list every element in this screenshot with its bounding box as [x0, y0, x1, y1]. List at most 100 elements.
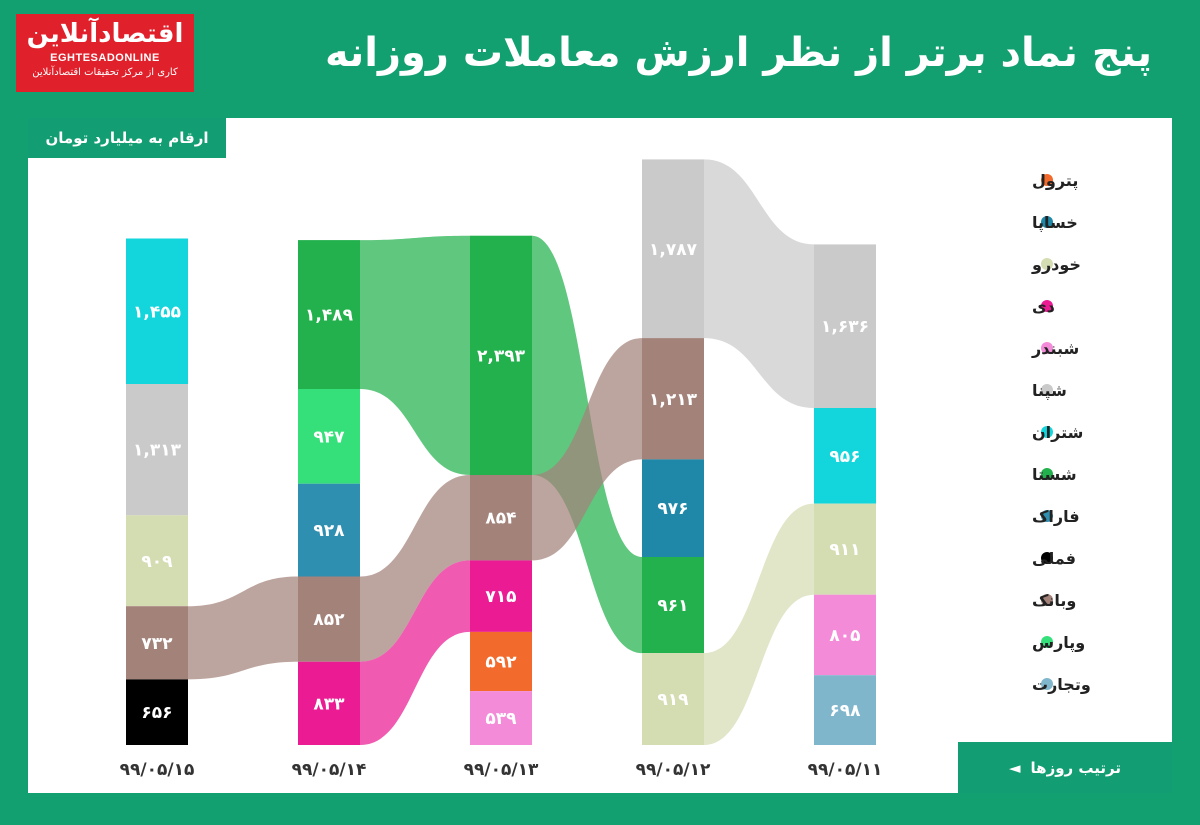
bar-segment-3-2: [642, 459, 704, 557]
legend-label-4: شبندر: [1031, 339, 1079, 358]
bar-segment-1-3: [298, 576, 360, 662]
data-label-2-0: ۲,۳۹۳: [477, 346, 526, 366]
bar-segment-4-2: [814, 503, 876, 595]
legend-label-12: وتجارت: [1032, 675, 1091, 694]
legend-swatch-2: [1041, 258, 1053, 270]
legend-label-9: فملی: [1032, 549, 1076, 568]
data-label-2-4: ۵۳۹: [485, 709, 517, 729]
data-label-1-3: ۸۵۲: [313, 610, 345, 630]
data-label-3-3: ۹۶۱: [657, 596, 688, 616]
legend-swatch-7: [1041, 468, 1053, 480]
data-label-2-3: ۵۹۲: [485, 653, 517, 673]
date-label-0: ۹۹/۰۵/۱۵: [120, 760, 195, 780]
data-label-3-4: ۹۱۹: [657, 690, 689, 710]
data-label-0-1: ۱,۳۱۳: [133, 441, 182, 461]
bar-segment-0-2: [126, 515, 188, 607]
data-label-3-0: ۱,۷۸۷: [649, 240, 698, 260]
bar-segment-3-3: [642, 557, 704, 654]
logo-tagline: کاری از مرکز تحقیقات اقتصادآنلاین: [32, 67, 178, 78]
legend-label-1: خساپا: [1032, 213, 1078, 233]
unit-note: ارقام به میلیارد تومان: [28, 118, 226, 158]
date-label-3: ۹۹/۰۵/۱۲: [636, 760, 711, 780]
legend-swatch-4: [1041, 342, 1053, 354]
bar-segment-0-4: [126, 679, 188, 745]
logo-latin: EGHTESADONLINE: [50, 52, 160, 64]
data-label-1-0: ۱,۴۸۹: [305, 306, 354, 326]
day-column-2: ۲,۳۹۳ ۸۵۴ ۷۱۵ ۵۹۲ ۵۳۹: [470, 235, 532, 745]
day-order-note: ترتیب روزها ◄: [958, 742, 1172, 793]
legend-swatch-0: [1041, 174, 1053, 186]
flow-ribbons: [188, 159, 814, 745]
flow-ribbon-3-0: [704, 159, 814, 408]
bar-segment-4-4: [814, 675, 876, 745]
day-column-4: ۱,۶۳۶ ۹۵۶ ۹۱۱ ۸۰۵ ۶۹۸: [814, 244, 876, 745]
arrow-left-icon: ◄: [1009, 758, 1021, 777]
legend-swatch-11: [1041, 636, 1053, 648]
date-label-2: ۹۹/۰۵/۱۳: [464, 760, 539, 780]
day-order-label: ترتیب روزها: [1030, 758, 1121, 777]
bar-segment-3-4: [642, 653, 704, 745]
legend-label-7: شستا: [1032, 465, 1077, 484]
legend-swatch-9: [1041, 552, 1053, 564]
logo: اقتصادآنلاین EGHTESADONLINE کاری از مرکز…: [16, 14, 194, 92]
flow-ribbon-1-4: [360, 560, 470, 745]
data-label-4-0: ۱,۶۳۶: [821, 317, 869, 337]
logo-name: اقتصادآنلاین: [26, 19, 184, 49]
bar-segment-1-2: [298, 483, 360, 577]
bar-segment-3-0: [642, 159, 704, 339]
legend-swatch-8: [1041, 510, 1053, 522]
bar-segment-0-3: [126, 606, 188, 680]
flow-ribbon-1-3: [360, 475, 470, 662]
data-label-1-2: ۹۲۸: [313, 521, 345, 541]
data-label-1-1: ۹۴۷: [313, 427, 345, 447]
bar-segment-2-0: [470, 235, 532, 475]
legend: پترول خساپا خودرو دی شبندر شپنا شتران شستا فاراک…: [1031, 171, 1091, 694]
legend-label-8: فاراک: [1032, 507, 1080, 526]
legend-label-11: وپارس: [1032, 633, 1085, 653]
flow-ribbon-1-0: [360, 235, 470, 475]
data-label-0-2: ۹۰۹: [141, 552, 173, 572]
bar-segment-2-4: [470, 691, 532, 745]
bar-segment-2-2: [470, 560, 532, 632]
legend-label-6: شتران: [1032, 423, 1083, 442]
legend-label-0: پترول: [1032, 171, 1078, 191]
bar-segment-0-1: [126, 384, 188, 516]
data-label-2-2: ۷۱۵: [485, 587, 516, 607]
bar-segment-1-4: [298, 661, 360, 745]
data-label-0-0: ۱,۴۵۵: [133, 302, 181, 322]
bar-segment-1-0: [298, 240, 360, 389]
legend-swatch-12: [1041, 678, 1053, 690]
flow-ribbon-2-1: [532, 338, 642, 561]
flow-ribbon-3-4: [704, 503, 814, 745]
data-label-4-2: ۹۱۱: [829, 540, 860, 560]
date-label-1: ۹۹/۰۵/۱۴: [292, 760, 367, 780]
bar-segment-0-0: [126, 238, 188, 384]
legend-swatch-6: [1041, 426, 1053, 438]
header: اقتصادآنلاین EGHTESADONLINE کاری از مرکز…: [8, 8, 1192, 100]
legend-label-2: خودرو: [1031, 255, 1081, 274]
legend-label-10: وبانک: [1032, 591, 1076, 610]
data-label-4-1: ۹۵۶: [829, 447, 860, 467]
flow-ribbon-0-3: [188, 576, 298, 680]
legend-swatch-5: [1041, 384, 1053, 396]
data-label-4-4: ۶۹۸: [829, 701, 861, 721]
bar-segment-4-0: [814, 244, 876, 408]
bar-segment-2-3: [470, 631, 532, 692]
legend-label-5: شپنا: [1032, 381, 1067, 401]
bar-segment-4-3: [814, 594, 876, 676]
data-label-1-4: ۸۳۳: [313, 694, 345, 714]
legend-swatch-3: [1041, 300, 1053, 312]
legend-swatch-1: [1041, 216, 1053, 228]
data-label-0-4: ۶۵۶: [141, 703, 172, 723]
date-label-4: ۹۹/۰۵/۱۱: [808, 760, 883, 780]
legend-swatch-10: [1041, 594, 1053, 606]
day-column-1: ۱,۴۸۹ ۹۴۷ ۹۲۸ ۸۵۲ ۸۳۳: [298, 240, 360, 745]
chart-title: پنج نماد برتر از نظر ارزش معاملات روزانه: [324, 30, 1152, 76]
data-label-2-1: ۸۵۴: [485, 509, 516, 529]
data-label-0-3: ۷۳۲: [141, 634, 173, 654]
legend-label-3: دی: [1032, 297, 1055, 316]
data-label-3-2: ۹۷۶: [657, 499, 688, 519]
day-column-0: ۱,۴۵۵ ۱,۳۱۳ ۹۰۹ ۷۳۲ ۶۵۶: [126, 238, 188, 745]
bar-segment-1-1: [298, 389, 360, 484]
